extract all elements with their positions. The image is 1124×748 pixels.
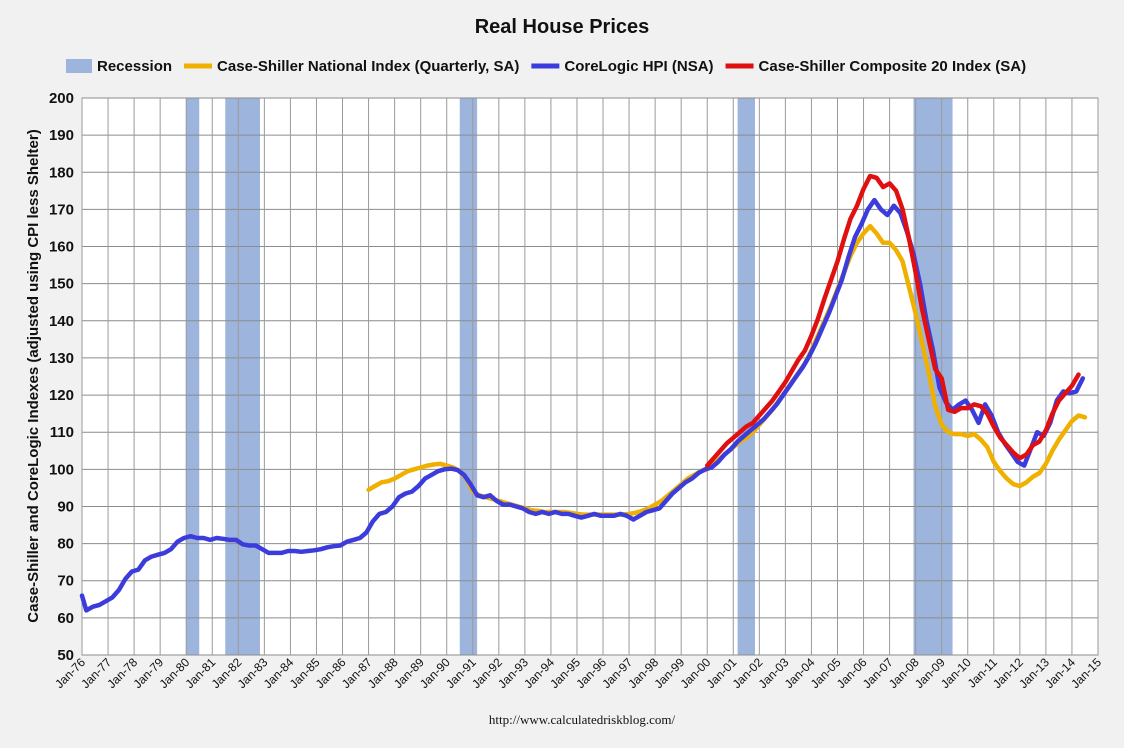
- legend-swatch-recession: [66, 59, 92, 73]
- series-lines: [79, 173, 1088, 613]
- recession-band-0: [186, 98, 200, 655]
- y-tick-label: 130: [49, 350, 74, 367]
- y-axis-label: Case-Shiller and CoreLogic Indexes (adju…: [25, 129, 42, 622]
- y-axis-ticks: 50 60 70 80 90 100 110 120 130 140 150 160 170 180 190…: [49, 90, 74, 664]
- y-tick-label: 50: [57, 647, 74, 664]
- recession-band-3: [737, 98, 755, 655]
- source-url: http://www.calculatedriskblog.com/: [489, 712, 676, 727]
- y-tick-label: 60: [57, 610, 74, 627]
- recession-band-2: [459, 98, 478, 655]
- legend-label-2: CoreLogic HPI (NSA): [564, 58, 713, 75]
- gridlines: [81, 97, 1099, 656]
- y-tick-label: 160: [49, 239, 74, 256]
- y-tick-label: 170: [49, 201, 74, 218]
- legend-label-1: Case-Shiller National Index (Quarterly, …: [217, 58, 519, 75]
- legend-label-3: Case-Shiller Composite 20 Index (SA): [759, 58, 1027, 75]
- y-tick-label: 80: [57, 536, 74, 553]
- y-tick-label: 120: [49, 387, 74, 404]
- recession-band-1: [225, 98, 261, 655]
- recession-band-4: [913, 98, 953, 655]
- y-tick-label: 180: [49, 164, 74, 181]
- y-tick-label: 110: [50, 424, 74, 441]
- y-tick-label: 150: [49, 276, 74, 293]
- y-tick-label: 70: [57, 573, 74, 590]
- x-axis-ticks: Jan-76Jan-77Jan-78Jan-79Jan-80Jan-81Jan-…: [52, 655, 1104, 691]
- series-line-2: [704, 173, 1081, 468]
- y-tick-label: 90: [57, 498, 74, 515]
- y-tick-label: 100: [49, 461, 74, 478]
- legend-label-0: Recession: [97, 58, 172, 75]
- y-tick-label: 190: [49, 127, 74, 144]
- chart-title: Real House Prices: [475, 16, 650, 38]
- x-tick-label: Jan-15: [1068, 655, 1104, 691]
- y-tick-label: 200: [49, 90, 74, 107]
- y-tick-label: 140: [49, 313, 74, 330]
- legend: Recession Case-Shiller National Index (Qu…: [66, 58, 1026, 75]
